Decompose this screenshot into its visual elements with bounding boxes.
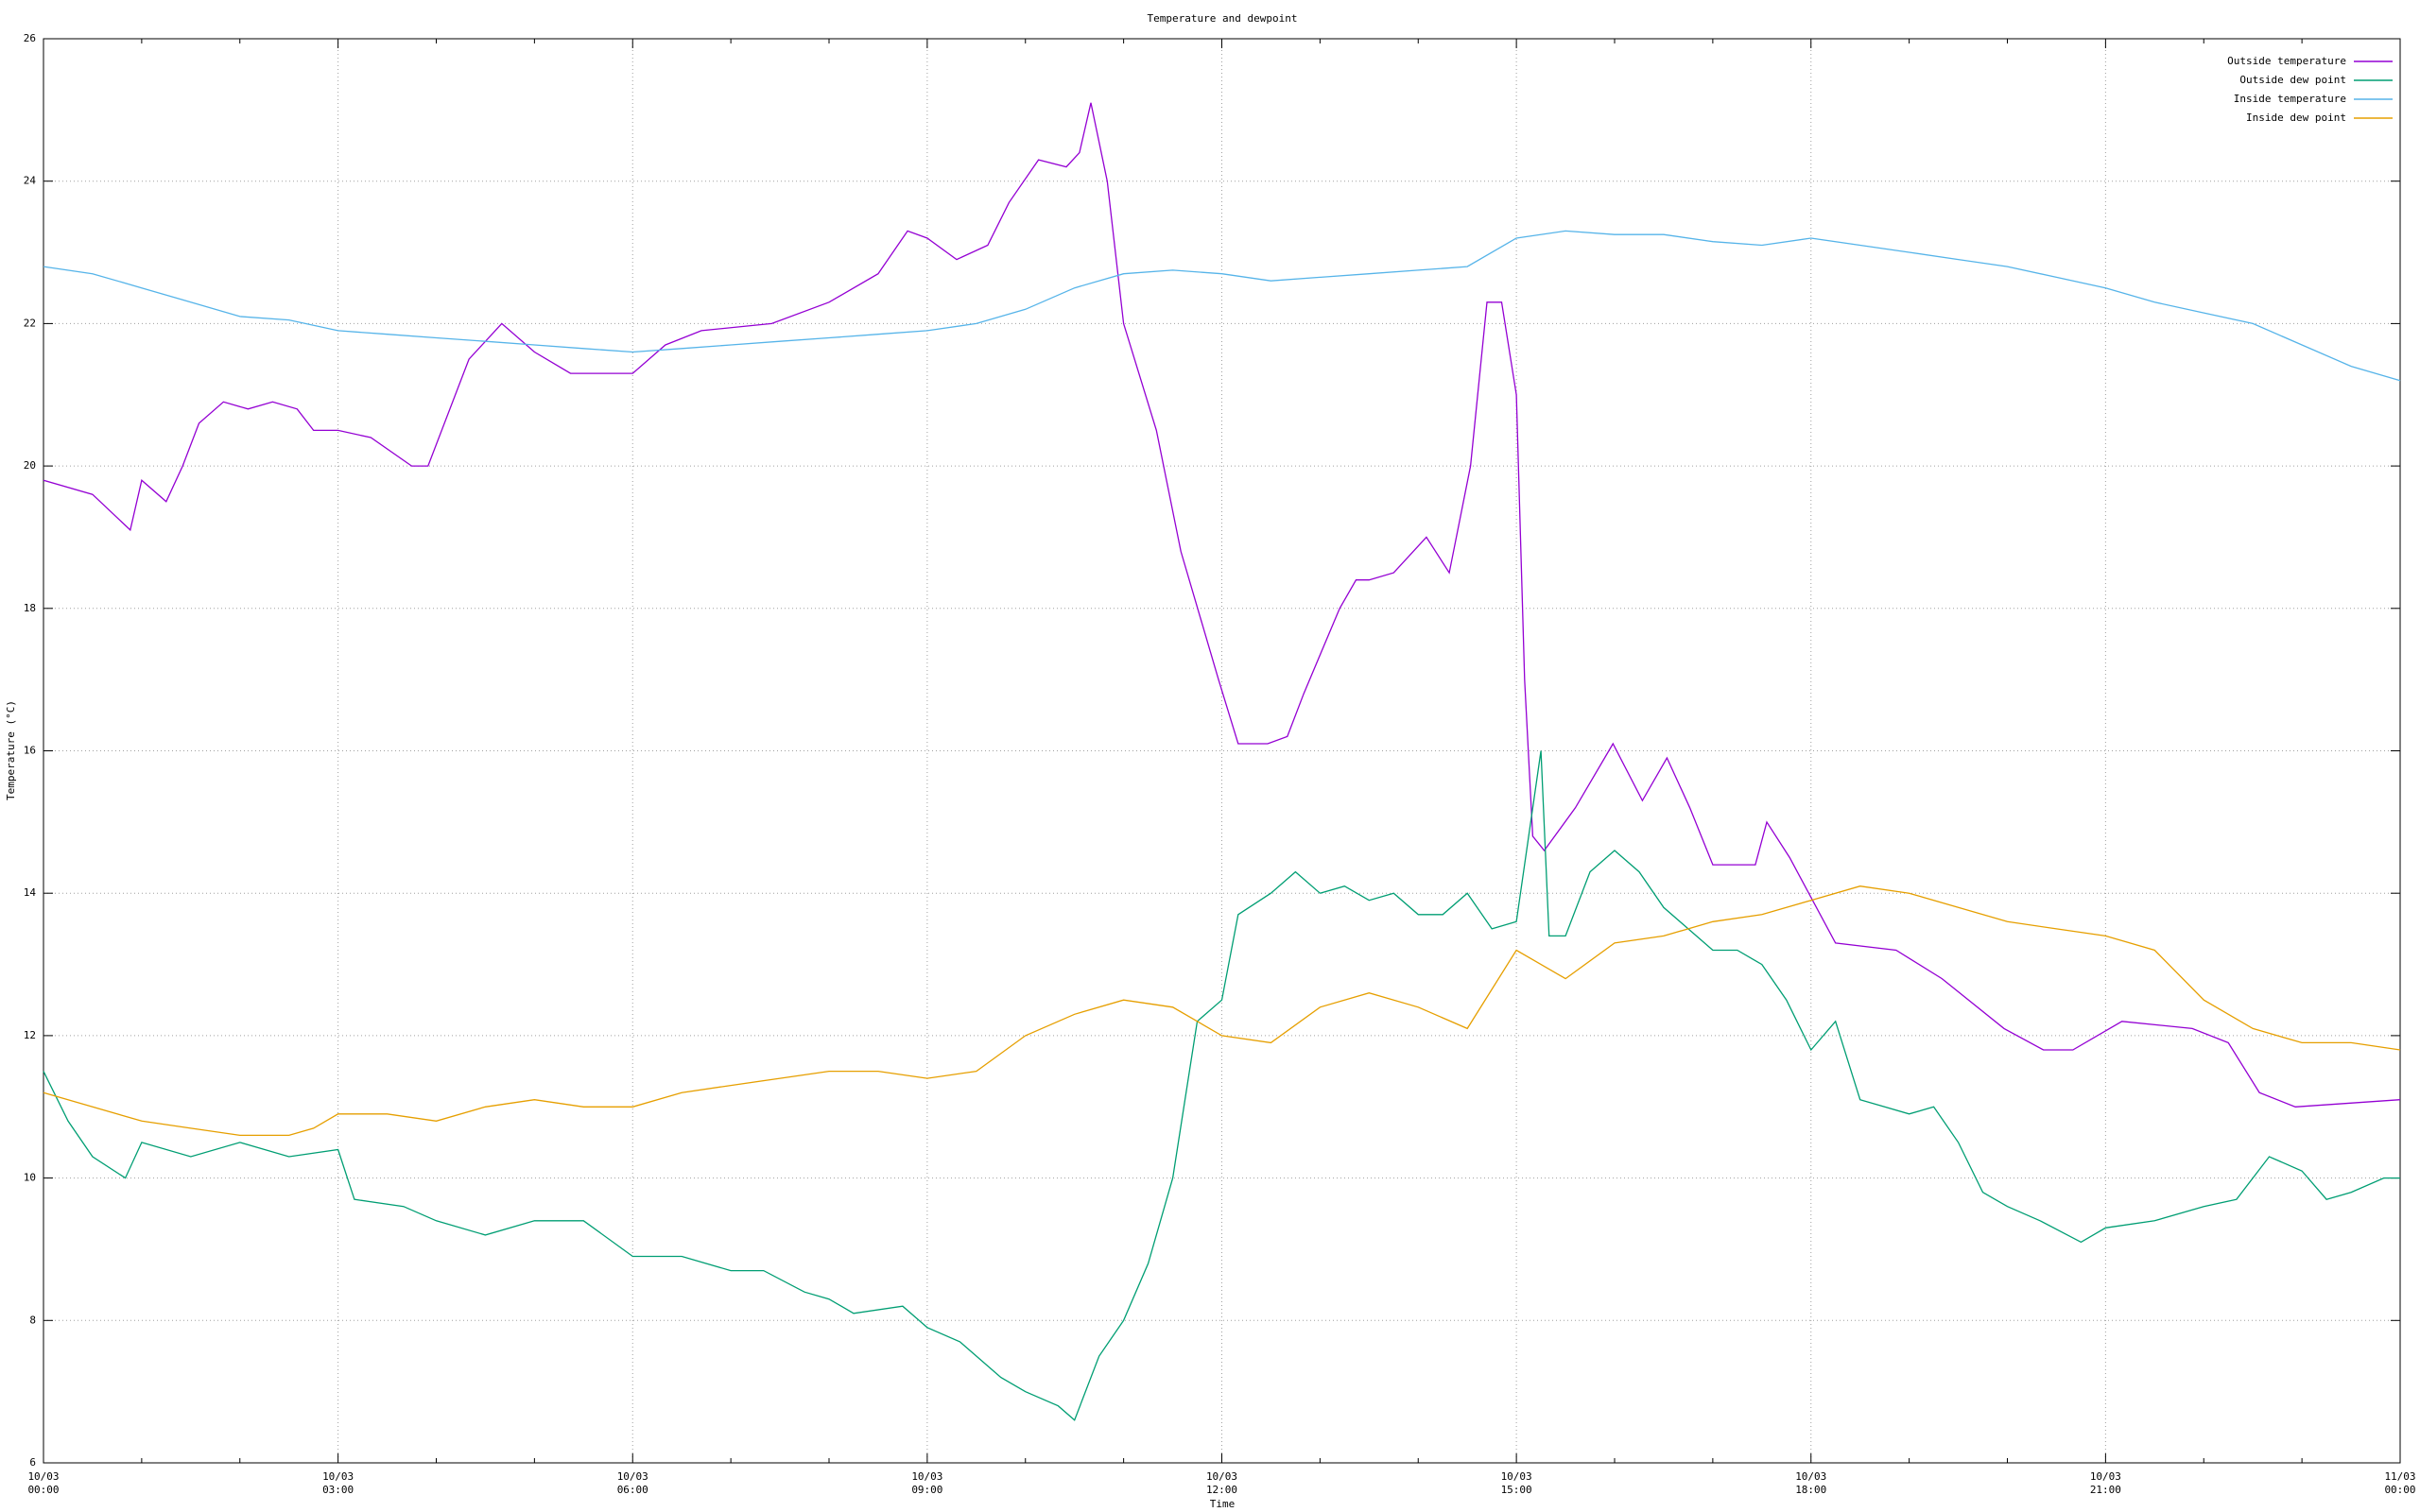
- y-tick-label: 20: [24, 459, 36, 472]
- x-tick-label: 10/03: [911, 1470, 942, 1483]
- y-axis-label: Temperature (°C): [5, 700, 17, 800]
- y-tick-label: 14: [24, 886, 37, 899]
- x-tick-label: 10/03: [2090, 1470, 2121, 1483]
- y-tick-label: 24: [24, 175, 37, 187]
- x-tick-label: 10/03: [1206, 1470, 1237, 1483]
- x-tick-label: 18:00: [1795, 1484, 1826, 1496]
- x-tick-label: 09:00: [911, 1484, 942, 1496]
- x-tick-label: 15:00: [1501, 1484, 1532, 1496]
- x-tick-label: 10/03: [617, 1470, 648, 1483]
- x-tick-label: 00:00: [27, 1484, 59, 1496]
- legend-label: Inside dew point: [2246, 112, 2346, 124]
- chart-title: Temperature and dewpoint: [1148, 12, 1298, 25]
- y-tick-label: 6: [29, 1456, 36, 1469]
- y-tick-label: 10: [24, 1172, 36, 1184]
- x-tick-label: 00:00: [2384, 1484, 2415, 1496]
- legend-label: Outside dew point: [2239, 74, 2346, 86]
- y-tick-label: 22: [24, 317, 36, 329]
- series-line: [43, 750, 2400, 1421]
- x-tick-label: 12:00: [1206, 1484, 1237, 1496]
- x-tick-label: 10/03: [27, 1470, 59, 1483]
- x-tick-label: 10/03: [322, 1470, 354, 1483]
- x-tick-label: 10/03: [1795, 1470, 1826, 1483]
- legend-label: Outside temperature: [2227, 55, 2346, 67]
- series-line: [43, 230, 2401, 382]
- x-tick-label: 10/03: [1501, 1470, 1532, 1483]
- y-tick-label: 12: [24, 1029, 36, 1041]
- x-tick-label: 21:00: [2090, 1484, 2121, 1496]
- series-line: [43, 885, 2401, 1137]
- y-tick-label: 18: [24, 602, 36, 614]
- x-tick-label: 11/03: [2384, 1470, 2415, 1483]
- series-line: [43, 102, 2401, 1108]
- y-tick-label: 8: [29, 1314, 36, 1326]
- x-tick-label: 03:00: [322, 1484, 354, 1496]
- x-axis-label: Time: [1210, 1498, 1236, 1510]
- x-tick-label: 06:00: [617, 1484, 648, 1496]
- y-tick-label: 16: [24, 745, 36, 757]
- legend-label: Inside temperature: [2234, 93, 2346, 105]
- y-tick-label: 26: [24, 32, 36, 44]
